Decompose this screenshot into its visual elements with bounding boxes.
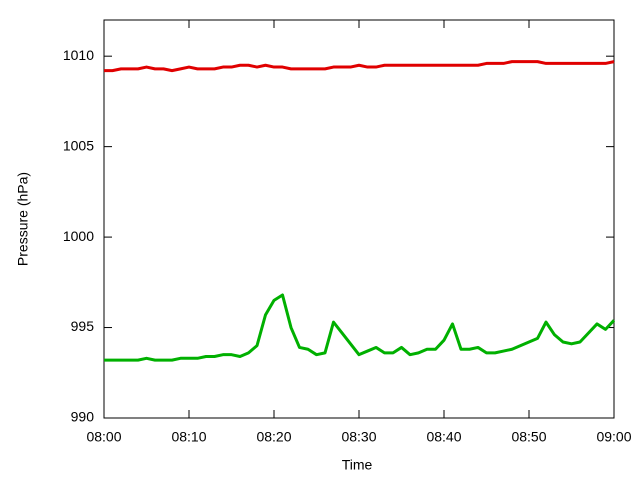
x-tick-label: 08:00 xyxy=(86,429,121,445)
y-tick-label: 1000 xyxy=(63,228,94,244)
y-axis-label: Pressure (hPa) xyxy=(15,172,31,266)
series-line xyxy=(104,60,615,73)
x-tick-label: 08:20 xyxy=(256,429,291,445)
x-tick-label: 08:50 xyxy=(511,429,546,445)
x-axis-label: Time xyxy=(342,457,373,473)
x-tick-label: 08:40 xyxy=(426,429,461,445)
x-tick-label: 08:10 xyxy=(171,429,206,445)
y-tick-label: 1005 xyxy=(63,137,94,153)
y-tick-label: 1010 xyxy=(63,47,94,63)
x-tick-label: 09:00 xyxy=(596,429,631,445)
y-tick-label: 995 xyxy=(71,318,95,334)
y-tick-label: 990 xyxy=(71,409,95,425)
x-tick-label: 08:30 xyxy=(341,429,376,445)
series-line xyxy=(104,293,616,362)
